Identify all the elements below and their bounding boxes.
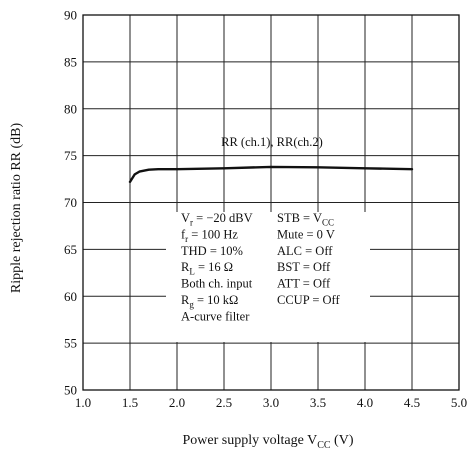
y-axis-label: Ripple rejection ratio RR (dB) <box>9 123 24 294</box>
condition-line: BST = Off <box>277 260 331 274</box>
x-tick-label: 5.0 <box>451 395 467 410</box>
condition-line: STB = VCC <box>277 211 334 228</box>
x-tick-label: 1.0 <box>75 395 91 410</box>
condition-line: Rg = 10 kΩ <box>181 293 238 310</box>
condition-line: Mute = 0 V <box>277 227 335 241</box>
condition-line: ATT = Off <box>277 277 331 291</box>
condition-line: CCUP = Off <box>277 293 340 307</box>
y-tick-label: 65 <box>64 242 77 257</box>
x-tick-label: 2.0 <box>169 395 185 410</box>
plot-frame <box>82 14 460 391</box>
x-tick-label: 3.5 <box>310 395 326 410</box>
condition-line: ALC = Off <box>277 244 333 258</box>
condition-line: RL = 16 Ω <box>181 260 233 277</box>
y-tick-label: 85 <box>64 54 77 69</box>
y-tick-label: 55 <box>64 336 77 351</box>
series-line-rr <box>128 165 414 184</box>
series-label: RR (ch.1), RR(ch.2) <box>221 135 323 149</box>
y-tick-label: 80 <box>64 101 77 116</box>
y-tick-label: 60 <box>64 289 77 304</box>
y-tick-label: 50 <box>64 383 77 398</box>
x-tick-label: 2.5 <box>216 395 232 410</box>
x-tick-labels: 1.0 1.5 2.0 2.5 3.0 3.5 4.0 4.5 5.0 <box>75 395 467 410</box>
y-tick-labels: 50 55 60 65 70 75 80 85 90 <box>64 8 77 398</box>
condition-line: THD = 10% <box>181 244 243 258</box>
y-tick-label: 70 <box>64 195 77 210</box>
conditions-box <box>166 212 370 342</box>
y-tick-label: 75 <box>64 148 77 163</box>
x-tick-label: 4.5 <box>404 395 420 410</box>
condition-line: A-curve filter <box>181 309 250 323</box>
condition-line: Vr = −20 dBV <box>181 211 253 228</box>
x-tick-label: 1.5 <box>122 395 138 410</box>
y-tick-label: 90 <box>64 8 77 23</box>
condition-line: Both ch. input <box>181 277 253 291</box>
x-tick-label: 4.0 <box>357 395 373 410</box>
x-axis-label: Power supply voltage VCC (V) <box>183 433 354 451</box>
x-tick-label: 3.0 <box>263 395 279 410</box>
condition-line: fr = 100 Hz <box>181 227 238 244</box>
